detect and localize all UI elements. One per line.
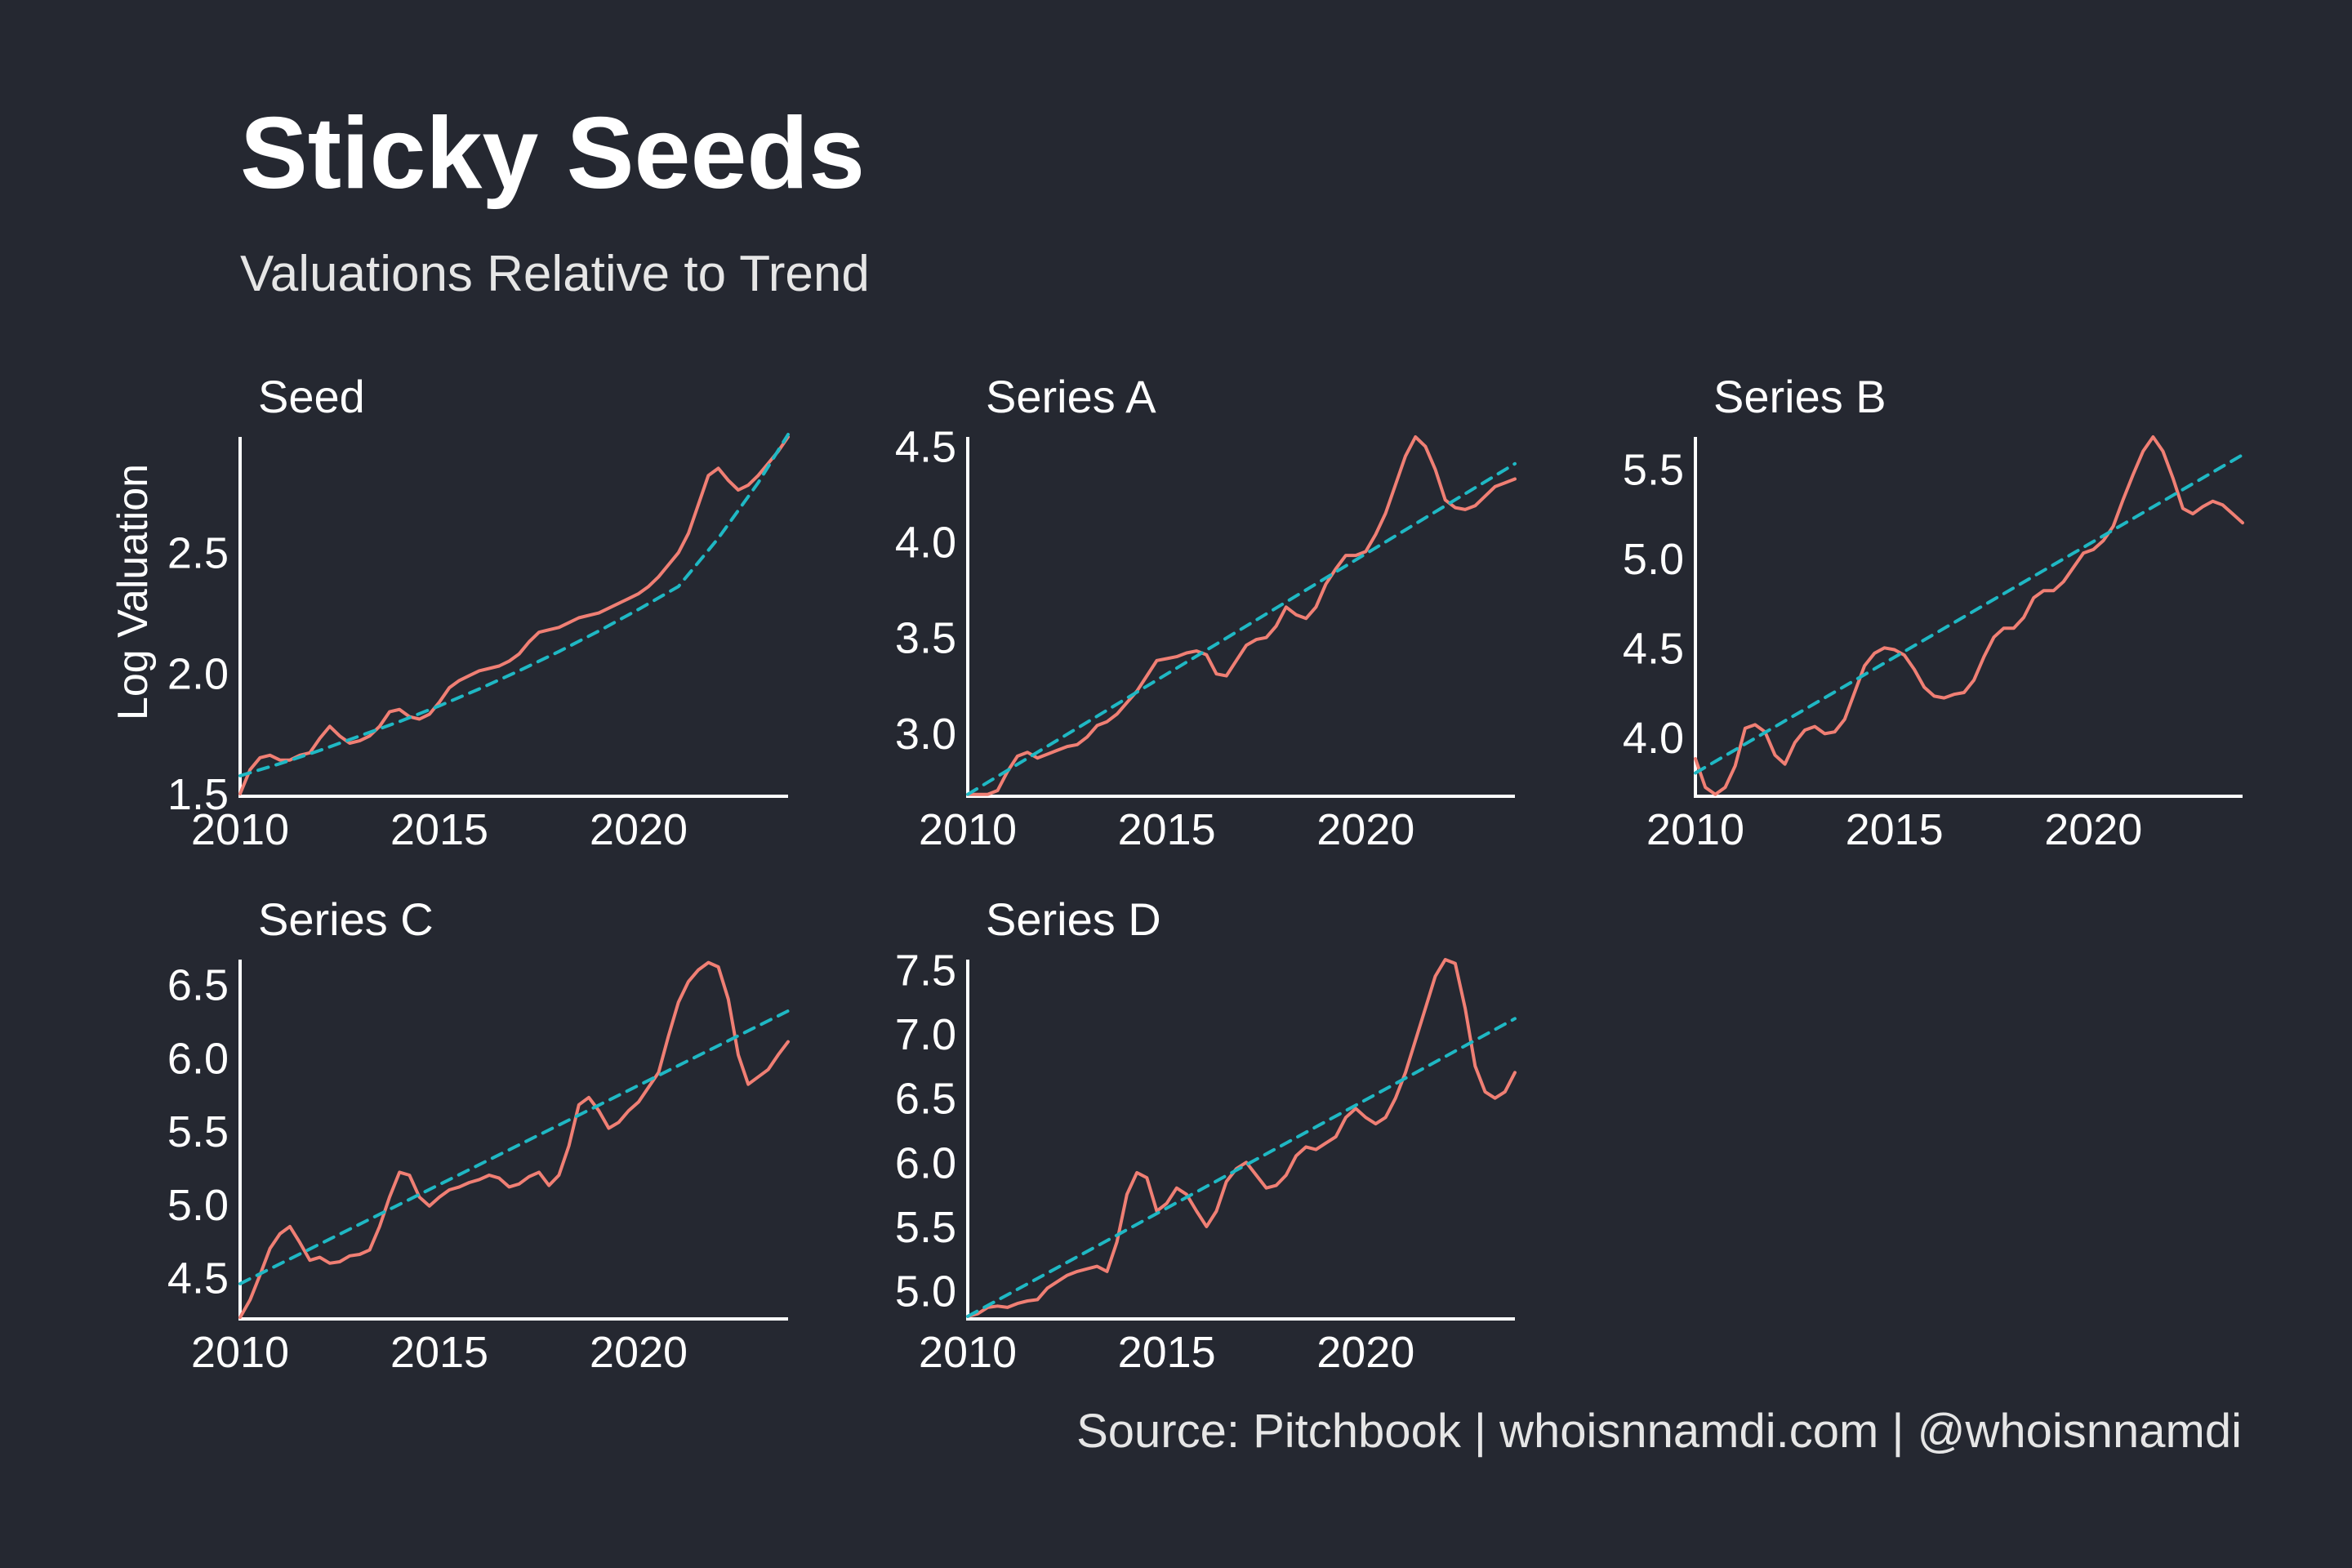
panel-title-seed: Seed xyxy=(258,371,365,422)
panel-title-series-a: Series A xyxy=(986,371,1156,422)
x-tick-label-series-b: 2015 xyxy=(1846,805,1944,854)
panel-title-series-b: Series B xyxy=(1713,371,1886,422)
x-tick-label-seed: 2020 xyxy=(590,805,688,854)
x-tick-label-series-b: 2010 xyxy=(1646,805,1744,854)
x-tick-label-series-c: 2015 xyxy=(390,1328,488,1377)
x-tick-label-seed: 2010 xyxy=(191,805,289,854)
y-tick-label-series-c: 4.5 xyxy=(167,1254,229,1303)
y-tick-label-seed: 2.0 xyxy=(167,649,229,698)
y-tick-label-series-b: 4.0 xyxy=(1623,714,1684,763)
panel-series-b: Series B 2010 2015 2020 4.0 4.5 5.0 5.5 xyxy=(1623,371,2244,854)
y-tick-label-series-a: 3.5 xyxy=(895,614,956,663)
panel-title-series-d: Series D xyxy=(986,893,1161,945)
valuation-line-series-d xyxy=(966,958,1517,1318)
y-tick-label-series-d: 6.5 xyxy=(895,1075,956,1124)
chart-caption: Source: Pitchbook | whoisnnamdi.com | @w… xyxy=(1076,1405,2242,1458)
y-tick-label-series-d: 6.0 xyxy=(895,1138,956,1187)
panel-series-c: Series C 2010 2015 2020 4.5 5.0 5.5 6.0 6.5 xyxy=(167,893,790,1377)
y-tick-label-series-c: 5.5 xyxy=(167,1107,229,1156)
y-tick-label-series-d: 5.5 xyxy=(895,1203,956,1252)
y-tick-label-series-d: 5.0 xyxy=(895,1267,956,1316)
panel-series-d: Series D 2010 2015 2020 5.0 5.5 6.0 6.5 7.0 7.5 xyxy=(895,893,1517,1377)
x-tick-label-series-b: 2020 xyxy=(2044,805,2142,854)
y-tick-label-series-c: 6.5 xyxy=(167,961,229,1010)
trend-line-series-a xyxy=(966,461,1517,796)
y-tick-label-series-a: 3.0 xyxy=(895,710,956,759)
x-tick-label-series-a: 2015 xyxy=(1118,805,1216,854)
x-tick-label-series-c: 2010 xyxy=(191,1328,289,1377)
valuation-line-seed xyxy=(238,435,790,795)
x-tick-label-seed: 2015 xyxy=(390,805,488,854)
y-tick-label-series-a: 4.5 xyxy=(895,423,956,472)
x-tick-label-series-d: 2010 xyxy=(919,1328,1017,1377)
y-tick-label-series-b: 5.0 xyxy=(1623,535,1684,584)
y-tick-label-series-c: 6.0 xyxy=(167,1034,229,1083)
trend-line-seed xyxy=(238,433,790,777)
y-axis-label-seed: Log Valuation xyxy=(109,464,157,720)
valuation-line-series-c xyxy=(238,960,790,1320)
valuation-line-series-a xyxy=(966,435,1517,796)
panel-series-a: Series A 2010 2015 2020 3.0 3.5 4.0 4.5 xyxy=(895,371,1517,854)
y-tick-label-series-d: 7.5 xyxy=(895,947,956,996)
y-tick-label-series-a: 4.0 xyxy=(895,519,956,568)
y-tick-label-series-d: 7.0 xyxy=(895,1010,956,1059)
chart-title: Sticky Seeds xyxy=(240,97,865,210)
x-tick-label-series-d: 2020 xyxy=(1316,1328,1414,1377)
valuation-line-series-b xyxy=(1694,435,2244,796)
x-tick-label-series-a: 2010 xyxy=(919,805,1017,854)
chart-subtitle: Valuations Relative to Trend xyxy=(240,246,870,302)
y-tick-label-series-b: 4.5 xyxy=(1623,624,1684,673)
y-tick-label-seed: 1.5 xyxy=(167,770,229,819)
trend-line-series-c xyxy=(238,1009,790,1285)
y-tick-label-series-b: 5.5 xyxy=(1623,445,1684,494)
x-tick-label-series-a: 2020 xyxy=(1316,805,1414,854)
y-tick-label-seed: 2.5 xyxy=(167,529,229,578)
trend-line-series-d xyxy=(966,1017,1517,1318)
panel-title-series-c: Series C xyxy=(258,893,434,945)
x-tick-label-series-d: 2015 xyxy=(1118,1328,1216,1377)
trend-line-series-b xyxy=(1694,452,2244,775)
x-tick-label-series-c: 2020 xyxy=(590,1328,688,1377)
y-tick-label-series-c: 5.0 xyxy=(167,1181,229,1230)
